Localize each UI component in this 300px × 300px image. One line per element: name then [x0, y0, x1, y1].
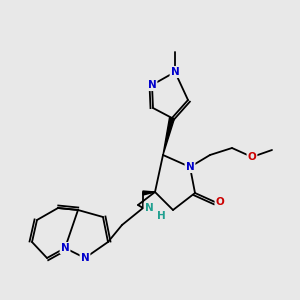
Text: N: N	[171, 67, 179, 77]
Text: H: H	[157, 211, 165, 221]
Text: N: N	[186, 162, 194, 172]
Text: O: O	[248, 152, 256, 162]
Text: N: N	[61, 243, 69, 253]
Polygon shape	[143, 191, 155, 195]
Text: N: N	[81, 253, 89, 263]
Text: N: N	[148, 80, 156, 90]
Text: O: O	[216, 197, 224, 207]
Text: N: N	[145, 203, 153, 213]
Polygon shape	[163, 117, 174, 155]
